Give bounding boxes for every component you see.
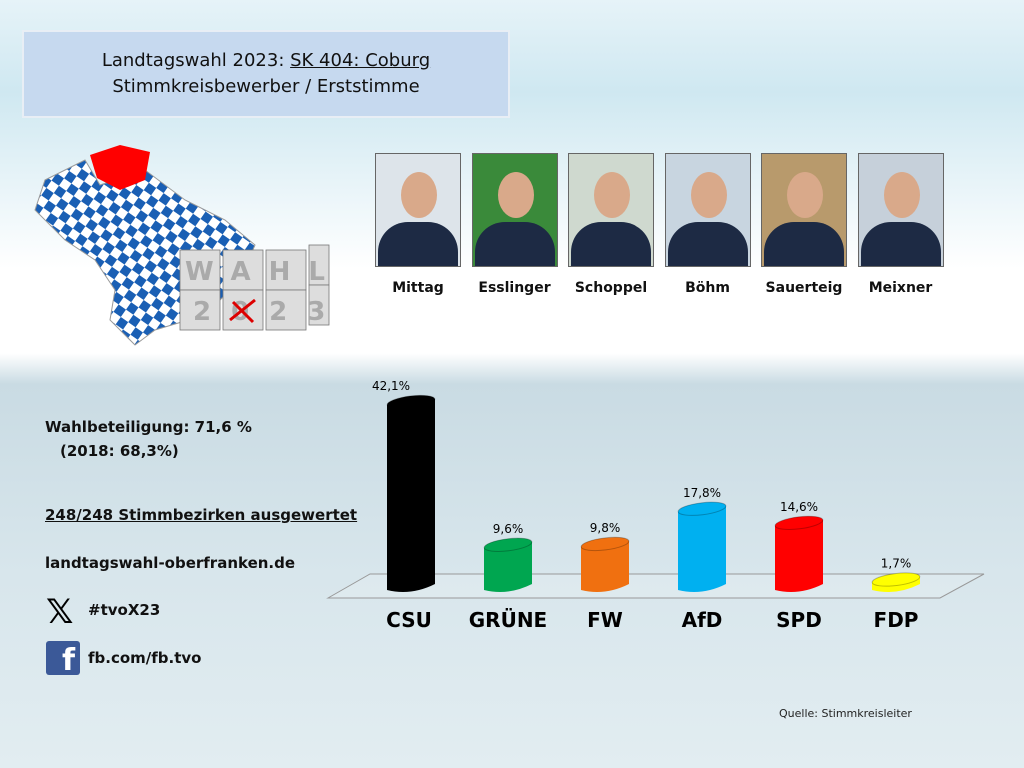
candidate-name: Schoppel <box>574 280 648 296</box>
logo-text-bottom: 2023 <box>193 297 335 327</box>
turnout-previous: (2018: 68,3%) <box>60 442 179 460</box>
facebook-icon: f <box>46 641 80 675</box>
bar <box>581 540 629 592</box>
candidate-photo <box>761 153 847 267</box>
bar-fdp <box>871 572 921 592</box>
candidate-photo <box>568 153 654 267</box>
data-label: 9,6% <box>493 522 524 536</box>
districts-counted: 248/248 Stimmbezirken ausgewertet <box>45 506 358 524</box>
data-label: 14,6% <box>780 500 818 514</box>
bar-spd <box>774 515 824 592</box>
data-label: 17,8% <box>683 486 721 500</box>
category-label: FW <box>587 608 623 632</box>
constituency-link[interactable]: SK 404: Coburg <box>290 50 431 71</box>
candidate-photo <box>375 153 461 267</box>
bar-grüne <box>483 537 533 592</box>
title-box: Landtagswahl 2023: SK 404: Coburg Stimmk… <box>22 30 510 118</box>
bar <box>387 399 435 592</box>
candidate-name: Sauerteig <box>765 280 843 296</box>
candidate-photo <box>471 153 558 267</box>
title-prefix: Landtagswahl 2023: <box>101 50 291 71</box>
bar-top <box>483 537 533 552</box>
bar <box>775 519 823 592</box>
cross-mark-icon <box>229 298 256 324</box>
candidate-name: Mittag <box>392 280 444 296</box>
candidate-name: Böhm <box>685 280 730 296</box>
facebook-link[interactable]: fb.com/fb.tvo <box>88 649 202 667</box>
bar-top <box>871 572 921 587</box>
category-label: SPD <box>776 608 822 632</box>
category-label: FDP <box>874 608 919 632</box>
candidate-name: Esslinger <box>478 280 551 296</box>
website-link[interactable]: landtagswahl-oberfranken.de <box>45 554 296 572</box>
bar <box>484 541 532 592</box>
candidate-name: Meixner <box>868 280 933 296</box>
subtitle: Stimmkreisbewerber / Erststimme <box>112 76 420 97</box>
bar-top <box>774 515 824 530</box>
candidate-photo <box>664 153 751 267</box>
logo-text-top: WAHL <box>185 257 335 287</box>
bavaria-map-logo: WAHL 2023 <box>34 145 335 346</box>
data-label: 42,1% <box>372 379 410 393</box>
x-handle[interactable]: #tvoX23 <box>88 601 161 619</box>
bar-top <box>580 536 630 552</box>
category-label: AfD <box>682 608 723 632</box>
category-label: CSU <box>386 608 432 632</box>
bar <box>678 505 726 592</box>
category-label: GRÜNE <box>469 608 547 632</box>
bar-csu <box>386 394 436 592</box>
data-label: 9,8% <box>590 521 621 535</box>
bar-fw <box>580 536 630 592</box>
data-label: 1,7% <box>881 557 912 571</box>
bar-top <box>386 394 436 410</box>
wahl-2023-dice <box>179 244 330 331</box>
coburg-region <box>90 145 150 190</box>
bar-afd <box>677 501 727 592</box>
x-logo-icon: 𝕏 <box>46 592 74 632</box>
candidate-photo <box>857 153 944 267</box>
bar-top <box>677 501 727 516</box>
turnout-text: Wahlbeteiligung: 71,6 % <box>45 418 252 436</box>
source-note: Quelle: Stimmkreisleiter <box>779 707 912 720</box>
